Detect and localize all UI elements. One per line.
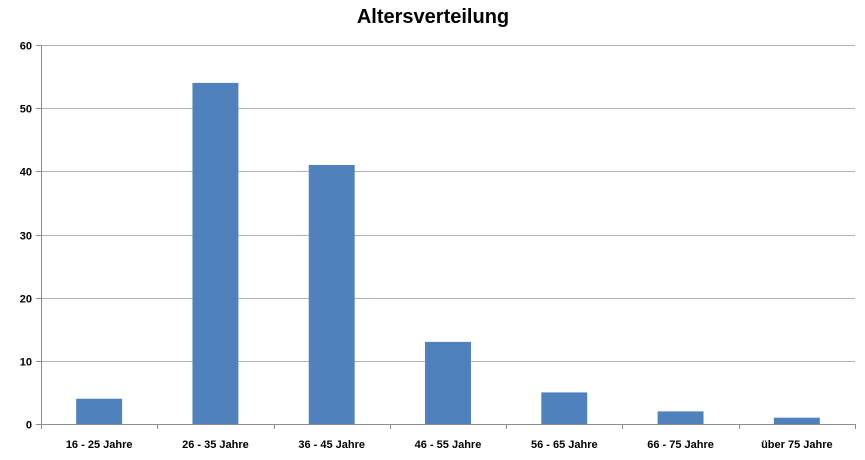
- x-tick-label: 56 - 65 Jahre: [531, 439, 598, 451]
- y-tick-label: 20: [20, 294, 32, 306]
- x-axis: [41, 45, 856, 429]
- x-tick-label: 16 - 25 Jahre: [66, 439, 133, 451]
- y-tick-label: 10: [20, 357, 32, 369]
- x-tick-label: 46 - 55 Jahre: [415, 439, 482, 451]
- x-tick-label: 66 - 75 Jahre: [647, 439, 714, 451]
- y-axis-ticks: 0 10 20 30 40 50 60: [20, 41, 32, 432]
- bar: [76, 398, 123, 424]
- bar: [773, 417, 820, 424]
- x-axis-labels: 16 - 25 Jahre 26 - 35 Jahre 36 - 45 Jahre 4…: [66, 439, 833, 451]
- bar: [541, 392, 588, 424]
- x-tick-label: 26 - 35 Jahre: [182, 439, 249, 451]
- bar: [657, 411, 704, 424]
- y-tick-label: 40: [20, 167, 32, 179]
- bars: [76, 82, 820, 425]
- x-tick-label: 36 - 45 Jahre: [298, 439, 365, 451]
- bar: [425, 341, 471, 424]
- bar: [192, 82, 239, 425]
- chart-title: Altersverteilung: [357, 6, 509, 28]
- y-tick-label: 0: [26, 420, 32, 432]
- x-tick-label: über 75 Jahre: [761, 439, 833, 451]
- y-tick-label: 50: [20, 104, 32, 116]
- gridlines: [36, 45, 855, 425]
- y-tick-label: 60: [20, 41, 32, 53]
- bar: [308, 165, 355, 424]
- y-tick-label: 30: [20, 231, 32, 243]
